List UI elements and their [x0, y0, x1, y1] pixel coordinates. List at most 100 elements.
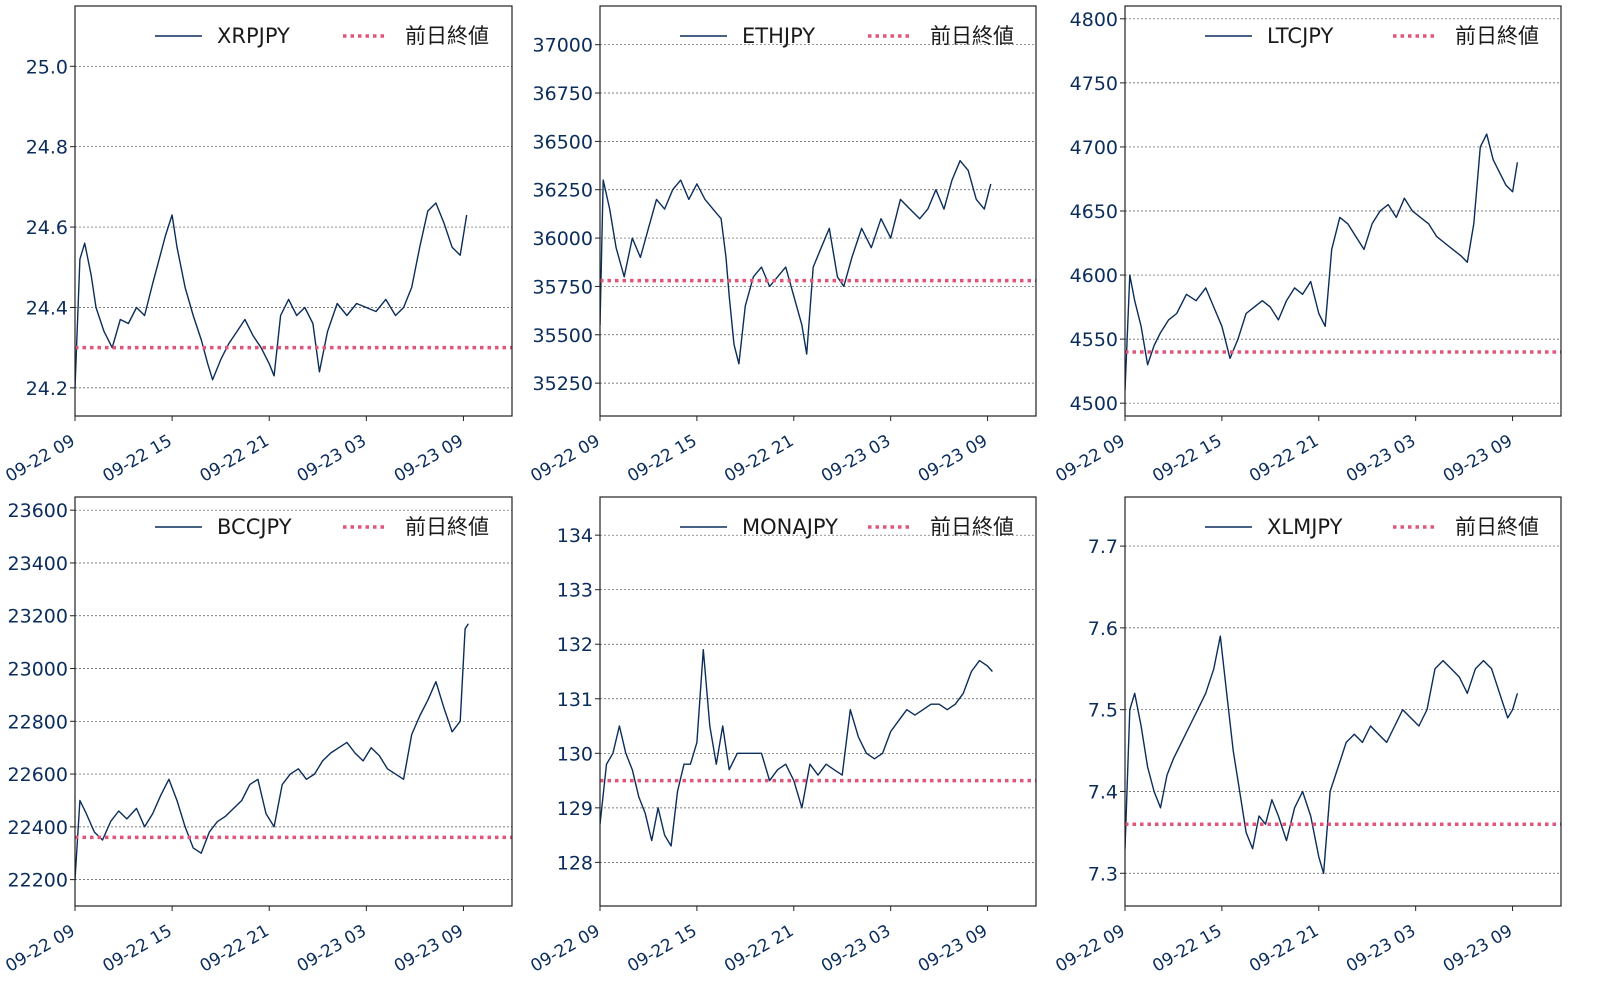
- y-tick-label: 4800: [1070, 9, 1118, 31]
- x-tick-label: 09-22 15: [99, 431, 175, 487]
- legend-label-reference: 前日終値: [1455, 24, 1539, 48]
- price-series-line: [600, 649, 993, 847]
- x-tick-label: 09-23 09: [1440, 921, 1516, 977]
- plot-frame: [599, 496, 1037, 907]
- x-tick-label: 09-23 09: [915, 431, 991, 487]
- x-tick-label: 09-23 09: [391, 431, 467, 487]
- legend-label-series: XLMJPY: [1267, 515, 1343, 539]
- y-tick-label: 4550: [1070, 329, 1118, 351]
- y-tick-label: 24.4: [26, 297, 68, 319]
- y-tick-label: 7.6: [1088, 618, 1118, 640]
- x-tick-label: 09-23 03: [818, 431, 894, 487]
- y-tick-label: 24.8: [26, 137, 68, 159]
- legend-label-series: BCCJPY: [217, 515, 292, 539]
- y-tick-label: 133: [557, 580, 593, 602]
- y-tick-label: 130: [557, 743, 593, 765]
- price-series-line: [1125, 635, 1519, 874]
- y-tick-label: 129: [557, 798, 593, 820]
- y-tick-label: 128: [557, 852, 593, 874]
- x-tick-label: 09-23 09: [1440, 431, 1516, 487]
- y-tick-label: 36000: [533, 228, 593, 250]
- y-tick-label: 25.0: [26, 56, 68, 78]
- x-tick-label: 09-23 09: [915, 921, 991, 977]
- y-tick-label: 7.4: [1088, 781, 1118, 803]
- plot-frame: [74, 5, 513, 417]
- y-tick-label: 132: [557, 634, 593, 656]
- x-tick-label: 09-22 21: [1246, 921, 1322, 977]
- chart-panel-4: 128 129 130 131 132 133 134 09-22 09 09-22 15 09-…: [527, 496, 1037, 977]
- legend-label-series: LTCJPY: [1267, 24, 1333, 48]
- x-tick-label: 09-23 03: [1343, 431, 1419, 487]
- chart-panel-5: 7.3 7.4 7.5 7.6 7.7 09-22 09 09-22 15 09-22 21 0…: [1052, 496, 1562, 977]
- y-tick-label: 4700: [1070, 137, 1118, 159]
- y-tick-label: 36250: [533, 180, 593, 202]
- y-tick-label: 7.3: [1088, 863, 1118, 885]
- plot-frame: [1124, 5, 1562, 417]
- x-tick-label: 09-23 03: [294, 431, 370, 487]
- x-tick-label: 09-23 09: [391, 921, 467, 977]
- legend-label-reference: 前日終値: [1455, 515, 1539, 539]
- x-tick-label: 09-22 09: [1052, 431, 1128, 487]
- x-tick-label: 09-22 09: [527, 921, 603, 977]
- legend-label-series: MONAJPY: [742, 515, 838, 539]
- chart-panel-2: 4500 4550 4600 4650 4700 4750 4800 09-22 09 09-2…: [1052, 5, 1562, 487]
- x-tick-label: 09-23 03: [1343, 921, 1419, 977]
- y-tick-label: 131: [557, 689, 593, 711]
- price-series-line: [75, 623, 469, 880]
- y-tick-label: 4750: [1070, 73, 1118, 95]
- y-tick-label: 22200: [8, 870, 68, 892]
- y-tick-label: 7.7: [1088, 536, 1118, 558]
- x-tick-label: 09-22 09: [1052, 921, 1128, 977]
- y-tick-label: 23400: [8, 553, 68, 575]
- y-tick-label: 23600: [8, 500, 68, 522]
- x-tick-label: 09-22 15: [99, 921, 175, 977]
- y-tick-label: 35750: [533, 276, 593, 298]
- y-tick-label: 4650: [1070, 201, 1118, 223]
- plot-frame: [1124, 496, 1562, 907]
- y-tick-label: 35500: [533, 325, 593, 347]
- y-tick-label: 35250: [533, 373, 593, 395]
- y-tick-label: 23000: [8, 659, 68, 681]
- x-tick-label: 09-22 21: [721, 431, 797, 487]
- x-tick-label: 09-22 15: [1149, 431, 1225, 487]
- y-tick-label: 22800: [8, 711, 68, 733]
- x-tick-label: 09-22 21: [721, 921, 797, 977]
- y-tick-label: 36500: [533, 131, 593, 153]
- legend-label-reference: 前日終値: [930, 515, 1014, 539]
- y-tick-label: 37000: [533, 35, 593, 57]
- y-tick-label: 134: [557, 525, 593, 547]
- plot-frame: [74, 496, 513, 907]
- x-tick-label: 09-22 09: [527, 431, 603, 487]
- price-series-line: [600, 160, 992, 365]
- legend-label-series: ETHJPY: [742, 24, 815, 48]
- x-tick-label: 09-22 15: [1149, 921, 1225, 977]
- y-tick-label: 36750: [533, 83, 593, 105]
- y-tick-label: 23200: [8, 606, 68, 628]
- x-tick-label: 09-23 03: [818, 921, 894, 977]
- legend-label-reference: 前日終値: [930, 24, 1014, 48]
- y-tick-label: 24.6: [26, 217, 68, 239]
- price-series-line: [1125, 133, 1519, 391]
- y-tick-label: 22600: [8, 764, 68, 786]
- y-tick-label: 24.2: [26, 378, 68, 400]
- y-tick-label: 4600: [1070, 265, 1118, 287]
- legend-label-reference: 前日終値: [405, 24, 489, 48]
- legend-label-series: XRPJPY: [217, 24, 290, 48]
- x-tick-label: 09-22 21: [1246, 431, 1322, 487]
- x-tick-label: 09-22 21: [197, 431, 273, 487]
- x-tick-label: 09-23 03: [294, 921, 370, 977]
- legend-label-reference: 前日終値: [405, 515, 489, 539]
- x-tick-label: 09-22 09: [2, 921, 78, 977]
- chart-panel-1: 35250 35500 35750 36000 36250 36500 36750 37000…: [527, 5, 1037, 487]
- y-tick-label: 7.5: [1088, 700, 1118, 722]
- y-tick-label: 4500: [1070, 393, 1118, 415]
- price-series-line: [75, 202, 468, 388]
- x-tick-label: 09-22 15: [624, 921, 700, 977]
- x-tick-label: 09-22 15: [624, 431, 700, 487]
- chart-panel-0: 24.2 24.4 24.6 24.8 25.0 09-22 09 09-22 15 09-2…: [2, 5, 513, 487]
- plot-frame: [599, 5, 1037, 417]
- x-tick-label: 09-22 21: [197, 921, 273, 977]
- chart-panel-3: 22200 22400 22600 22800 23000 23200 23400 23600…: [2, 496, 513, 977]
- y-tick-label: 22400: [8, 817, 68, 839]
